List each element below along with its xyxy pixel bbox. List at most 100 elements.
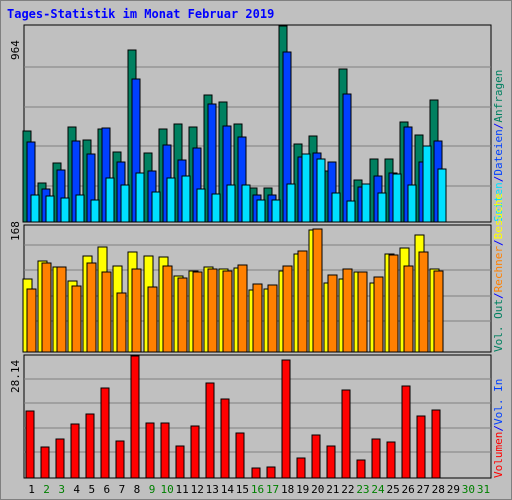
bar-rechner-day-16 <box>252 283 263 353</box>
bar-volumen-day-27 <box>416 415 426 479</box>
bar-seiten-day-26 <box>407 184 417 223</box>
bar-volumen-day-21 <box>326 445 336 479</box>
bar-seiten-day-13 <box>211 193 221 223</box>
bar-rechner-day-28 <box>433 270 444 353</box>
bar-volumen-day-19 <box>296 457 306 479</box>
bar-rechner-day-22 <box>342 268 353 353</box>
bar-seiten-day-25 <box>392 173 402 223</box>
legend-bottom: Volumen/Vol. In <box>492 379 505 478</box>
bar-seiten-day-18 <box>286 183 296 223</box>
top-max-label: 964 <box>9 40 22 60</box>
day-label-12: 12 <box>191 483 204 496</box>
bar-volumen-day-6 <box>100 387 110 479</box>
bar-volumen-day-3 <box>55 438 65 479</box>
bar-rechner-day-5 <box>86 262 97 353</box>
bar-seiten-day-5 <box>90 199 100 223</box>
bar-rechner-day-19 <box>297 250 308 353</box>
day-label-16: 16 <box>251 483 264 496</box>
day-label-11: 11 <box>176 483 189 496</box>
day-label-18: 18 <box>281 483 294 496</box>
bar-volumen-day-4 <box>70 423 80 479</box>
bar-volumen-day-1 <box>25 410 35 479</box>
bar-seiten-day-8 <box>135 172 145 223</box>
bar-volumen-day-25 <box>386 441 396 479</box>
legend-besuche: Besuche <box>492 193 505 239</box>
legend-dateien: Dateien <box>492 129 505 175</box>
day-label-15: 15 <box>236 483 249 496</box>
day-label-13: 13 <box>206 483 219 496</box>
bar-seiten-day-15 <box>241 184 251 223</box>
day-label-19: 19 <box>296 483 309 496</box>
day-label-10: 10 <box>160 483 173 496</box>
day-label-30: 30 <box>462 483 475 496</box>
series-seiten <box>30 145 447 223</box>
bar-rechner-day-25 <box>388 254 399 353</box>
bar-seiten-day-12 <box>196 188 206 223</box>
panel-top <box>22 24 492 223</box>
bar-seiten-day-2 <box>45 195 55 223</box>
bar-volumen-day-7 <box>115 440 125 479</box>
bar-rechner-day-3 <box>56 266 67 353</box>
bar-volumen-day-10 <box>160 422 170 479</box>
legend-volumen: Volumen <box>492 432 505 478</box>
bar-rechner-day-10 <box>162 265 173 353</box>
day-label-24: 24 <box>371 483 385 496</box>
legend-vol-out: Vol. Out <box>492 299 505 352</box>
bar-rechner-day-20 <box>312 228 323 353</box>
bar-seiten-day-21 <box>331 192 341 223</box>
bar-rechner-day-26 <box>403 265 414 353</box>
day-label-8: 8 <box>134 483 141 496</box>
bottom-max-label: 28.14 <box>9 360 22 393</box>
bar-rechner-day-11 <box>177 277 188 353</box>
bar-rechner-day-8 <box>131 268 142 353</box>
bar-seiten-day-19 <box>301 153 311 223</box>
bar-seiten-day-9 <box>151 191 161 223</box>
bar-rechner-day-13 <box>207 268 218 353</box>
bar-seiten-day-7 <box>120 184 130 223</box>
bar-volumen-day-28 <box>431 409 441 479</box>
legend-sep: / <box>492 176 505 183</box>
bar-volumen-day-20 <box>311 434 321 479</box>
bar-volumen-day-18 <box>281 359 291 479</box>
bar-rechner-day-2 <box>41 262 52 353</box>
day-label-27: 27 <box>417 483 430 496</box>
legend-anfragen: Anfragen <box>492 70 505 123</box>
day-label-9: 9 <box>149 483 156 496</box>
bar-seiten-day-24 <box>377 192 387 223</box>
bar-volumen-day-11 <box>175 445 185 479</box>
panel-middle <box>22 224 492 353</box>
bar-rechner-day-14 <box>222 270 233 353</box>
bar-volumen-day-9 <box>145 422 155 479</box>
bar-rechner-day-6 <box>101 271 112 353</box>
chart-title: Tages-Statistik im Monat Februar 2019 <box>7 7 275 21</box>
bar-volumen-day-14 <box>220 398 230 479</box>
legend-vol-in: Vol. In <box>492 379 505 425</box>
bar-seiten-day-22 <box>346 200 356 223</box>
day-label-14: 14 <box>221 483 235 496</box>
bar-volumen-day-22 <box>341 389 351 479</box>
panel-bottom <box>23 354 492 479</box>
day-label-5: 5 <box>88 483 95 496</box>
bar-rechner-day-7 <box>116 292 127 353</box>
day-label-2: 2 <box>43 483 50 496</box>
legend-sep: / <box>492 239 505 246</box>
legend-middle: Vol. Out/Rechner/Besuche <box>492 193 505 352</box>
bar-seiten-day-4 <box>75 194 85 223</box>
series-volumen <box>25 355 441 479</box>
bar-volumen-day-23 <box>356 459 366 479</box>
bar-rechner-day-23 <box>357 271 368 353</box>
bar-rechner-day-1 <box>26 288 37 353</box>
legend-top: Seiten/Dateien/Anfragen <box>492 70 505 222</box>
bar-volumen-day-12 <box>190 425 200 479</box>
legend-rechner: Rechner <box>492 246 505 293</box>
bar-seiten-day-1 <box>30 194 40 223</box>
day-label-7: 7 <box>119 483 126 496</box>
legend-sep: / <box>492 425 505 432</box>
day-label-23: 23 <box>356 483 369 496</box>
bar-rechner-day-27 <box>418 251 429 353</box>
day-label-26: 26 <box>402 483 415 496</box>
middle-max-label: 168 <box>9 221 22 241</box>
bar-volumen-day-8 <box>130 355 140 479</box>
bar-seiten-day-23 <box>361 183 371 223</box>
